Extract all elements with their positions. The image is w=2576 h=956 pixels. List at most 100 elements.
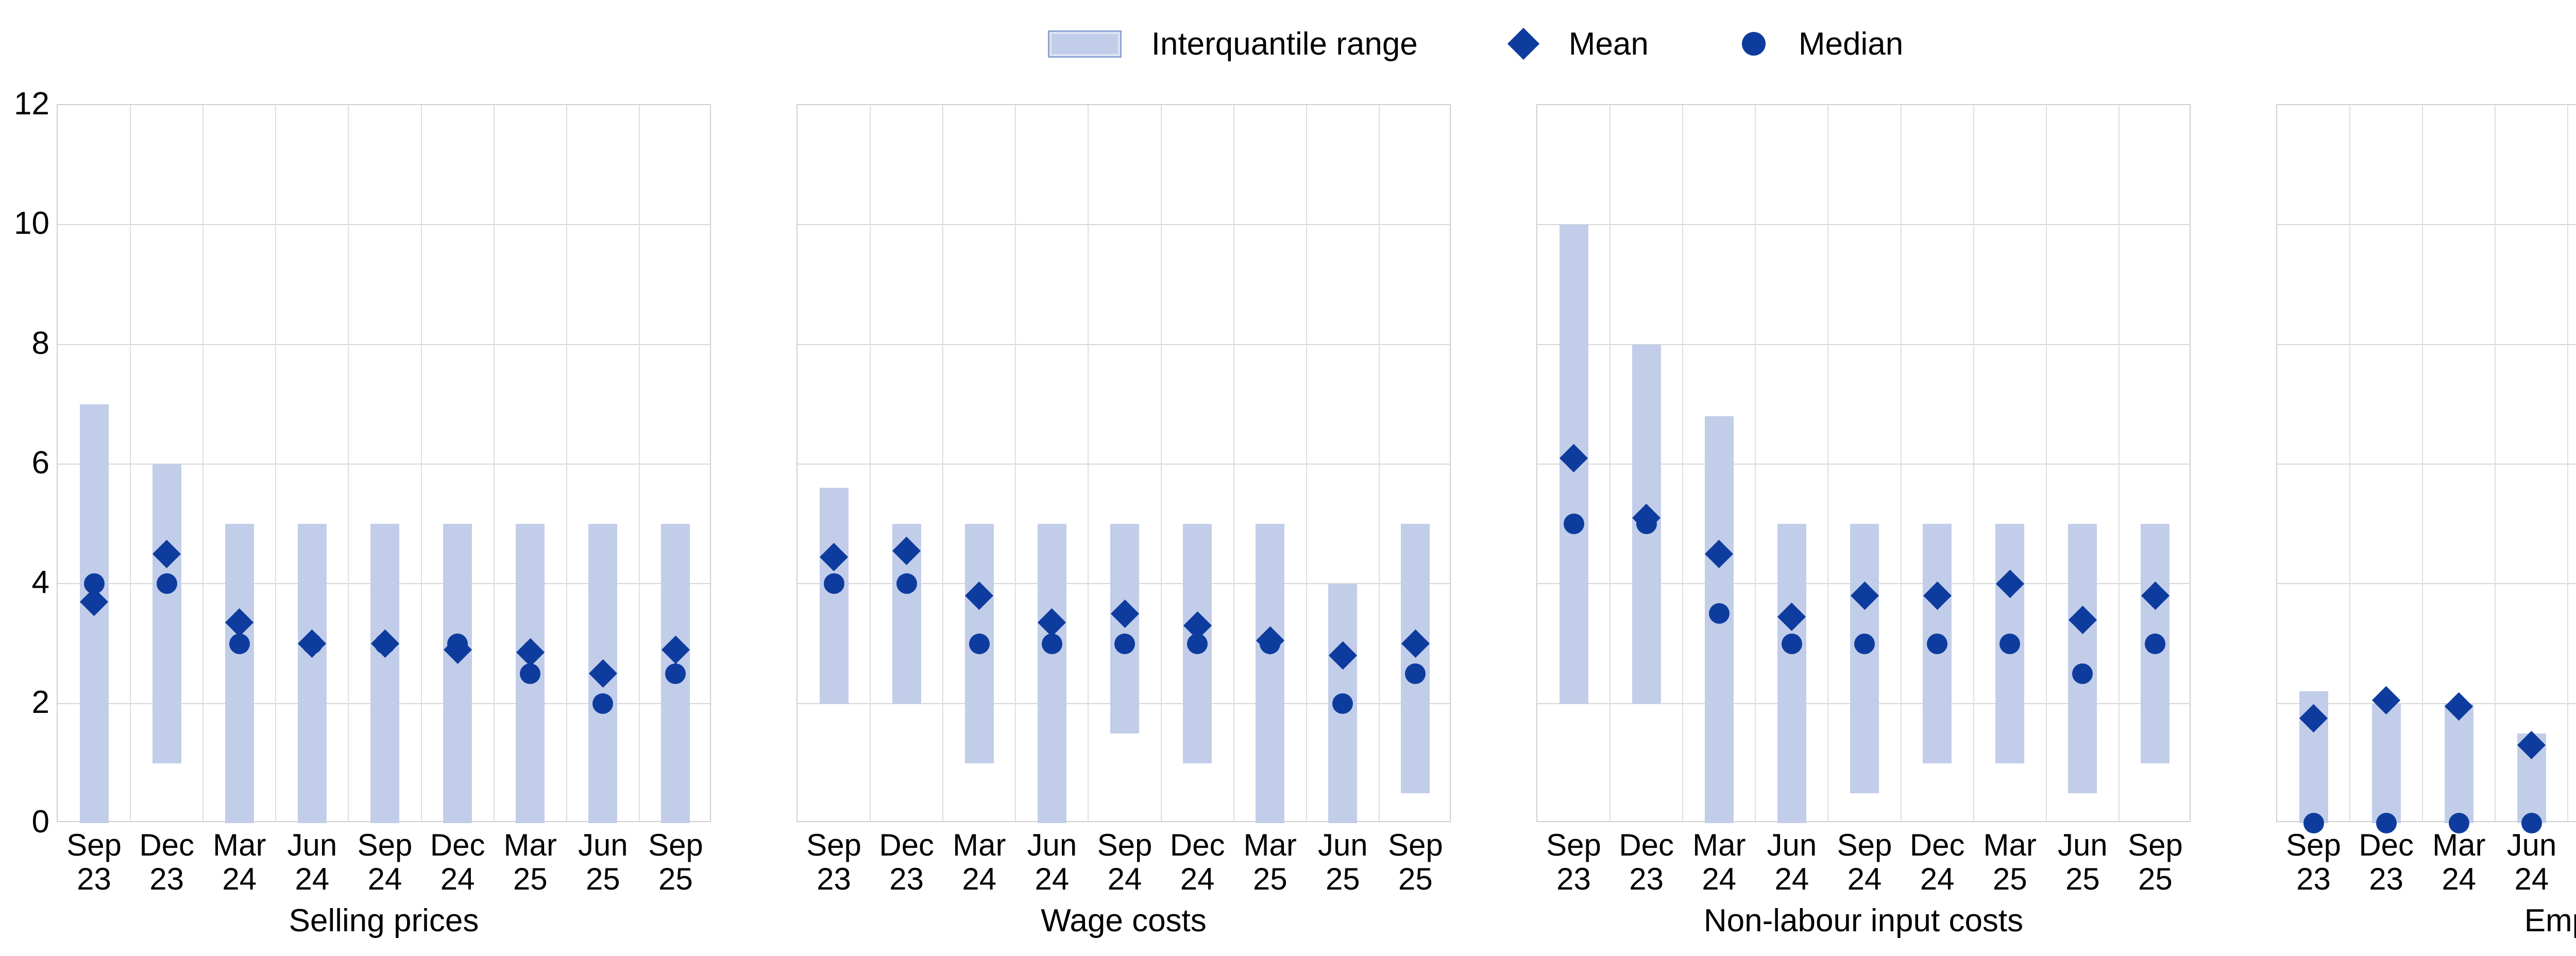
median-marker	[665, 663, 686, 684]
y-tick-label: 8	[31, 325, 49, 361]
h-gridline	[2277, 464, 2576, 465]
iqr-bar	[1850, 524, 1879, 793]
x-tick-label: Jun 25	[578, 828, 628, 896]
x-tick-label: Jun 25	[2057, 828, 2108, 896]
iqr-bar	[1256, 524, 1285, 823]
iqr-bar	[1110, 524, 1139, 733]
v-gridline	[1088, 105, 1089, 821]
y-tick-label: 2	[31, 684, 49, 720]
x-tick-label: Mar 25	[1243, 828, 1297, 896]
median-marker	[1927, 633, 1948, 654]
iqr-bar	[2068, 524, 2097, 793]
h-gridline	[1537, 344, 2190, 345]
median-marker	[896, 573, 917, 594]
legend-median-label: Median	[1798, 26, 1904, 62]
legend-iqr-label: Interquantile range	[1151, 26, 1418, 62]
median-marker	[2072, 663, 2093, 684]
x-tick-label: Sep 24	[1837, 828, 1892, 896]
x-tick-label: Sep 24	[1097, 828, 1153, 896]
v-gridline	[2349, 105, 2351, 821]
y-tick-label: 4	[31, 565, 49, 601]
v-gridline	[1015, 105, 1016, 821]
legend: Interquantile range Mean Median	[0, 15, 2576, 72]
x-tick-label: Sep 23	[66, 828, 122, 896]
median-marker	[229, 633, 250, 654]
x-tick-label: Dec 23	[879, 828, 935, 896]
y-tick-label: 0	[31, 804, 49, 840]
axis-title: Employees	[2524, 903, 2576, 938]
median-marker	[1563, 514, 1584, 535]
median-marker	[823, 573, 844, 594]
v-gridline	[2422, 105, 2424, 821]
median-marker	[2145, 633, 2166, 654]
x-tick-label: Jun 24	[1767, 828, 1817, 896]
iqr-bar	[1401, 524, 1430, 793]
v-gridline	[566, 105, 567, 821]
x-tick-label: Mar 24	[953, 828, 1006, 896]
h-gridline	[2277, 224, 2576, 226]
h-gridline	[798, 344, 1450, 345]
h-gridline	[798, 464, 1450, 465]
x-tick-label: Mar 24	[1692, 828, 1746, 896]
x-tick-label: Jun 25	[1317, 828, 1368, 896]
h-gridline	[798, 224, 1450, 226]
v-gridline	[493, 105, 495, 821]
x-tick-label: Mar 24	[2432, 828, 2486, 896]
h-gridline	[2277, 703, 2576, 704]
h-gridline	[2277, 344, 2576, 345]
v-gridline	[1160, 105, 1162, 821]
v-gridline	[942, 105, 944, 821]
x-tick-label: Sep 24	[357, 828, 413, 896]
x-tick-label: Dec 23	[139, 828, 195, 896]
iqr-bar	[443, 524, 472, 823]
v-gridline	[1306, 105, 1307, 821]
legend-mean-label: Mean	[1568, 26, 1649, 62]
median-marker	[1854, 633, 1875, 654]
median-marker	[969, 633, 990, 654]
x-tick-label: Sep 23	[1546, 828, 1601, 896]
v-gridline	[275, 105, 277, 821]
median-marker	[592, 693, 614, 714]
median-marker	[1708, 603, 1730, 624]
median-marker	[1405, 663, 1426, 684]
median-marker	[1999, 633, 2021, 654]
iqr-swatch-icon	[1047, 30, 1122, 58]
v-gridline	[1609, 105, 1611, 821]
v-gridline	[1233, 105, 1234, 821]
iqr-bar	[2371, 703, 2401, 823]
median-marker	[2521, 813, 2542, 833]
median-marker	[2448, 813, 2469, 833]
v-gridline	[2567, 105, 2569, 821]
h-gridline	[58, 344, 710, 345]
legend-item-iqr: Interquantile range	[1047, 26, 1418, 62]
y-tick-label: 6	[31, 445, 49, 481]
x-tick-label: Dec 23	[1619, 828, 1674, 896]
median-marker	[1332, 693, 1353, 714]
v-gridline	[130, 105, 131, 821]
v-gridline	[348, 105, 349, 821]
median-marker	[156, 573, 177, 594]
x-tick-label: Sep 23	[806, 828, 861, 896]
panel-wage-costs: Sep 23 Dec 23 Mar 24 Jun 24 Sep 24 Dec 24 Mar …	[796, 104, 1451, 938]
x-tick-label: Sep 24	[2568, 828, 2576, 896]
y-tick-label: 12	[14, 86, 49, 122]
iqr-bar	[1037, 524, 1066, 823]
mean-diamond-icon	[1507, 27, 1539, 60]
axis-title: Wage costs	[1041, 903, 1207, 938]
axis-title: Non-labour input costs	[1703, 903, 2024, 938]
h-gridline	[58, 464, 710, 465]
v-gridline	[1755, 105, 1756, 821]
iqr-bar	[2444, 703, 2473, 823]
v-gridline	[1682, 105, 1684, 821]
h-gridline	[1537, 224, 2190, 226]
legend-item-mean: Mean	[1507, 26, 1649, 62]
h-gridline	[2277, 583, 2576, 585]
median-marker	[1781, 633, 1802, 654]
legend-item-median: Median	[1739, 26, 1903, 62]
median-marker	[2376, 813, 2397, 833]
iqr-bar	[1777, 524, 1806, 823]
x-tick-label: Sep 25	[1388, 828, 1443, 896]
v-gridline	[202, 105, 204, 821]
